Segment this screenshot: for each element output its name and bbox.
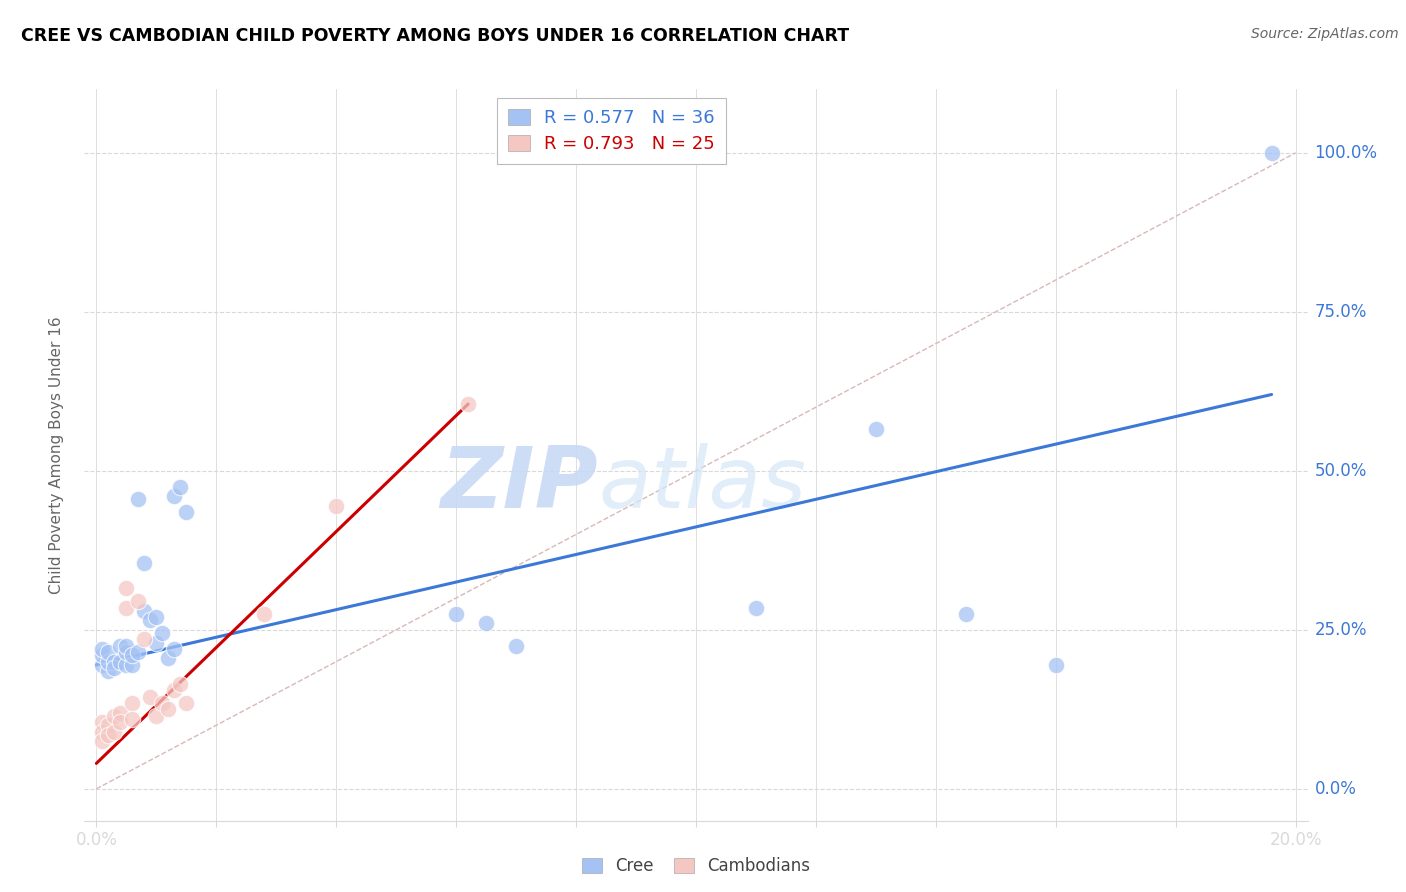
Point bbox=[97, 664, 120, 678]
Point bbox=[1045, 657, 1067, 672]
Point bbox=[103, 724, 125, 739]
Point bbox=[115, 657, 138, 672]
Text: 0.0%: 0.0% bbox=[1315, 780, 1357, 797]
Point bbox=[745, 600, 768, 615]
Point bbox=[444, 607, 467, 621]
Point bbox=[121, 712, 143, 726]
Point bbox=[163, 683, 186, 698]
Point bbox=[169, 677, 191, 691]
Point bbox=[145, 610, 167, 624]
Point bbox=[97, 655, 120, 669]
Text: 100.0%: 100.0% bbox=[1315, 144, 1378, 161]
Point bbox=[110, 655, 132, 669]
Point bbox=[174, 505, 197, 519]
Point bbox=[157, 702, 180, 716]
Point bbox=[110, 714, 132, 729]
Text: 75.0%: 75.0% bbox=[1315, 302, 1367, 321]
Point bbox=[97, 645, 120, 659]
Point bbox=[475, 616, 498, 631]
Point bbox=[91, 657, 114, 672]
Point bbox=[139, 613, 162, 627]
Point bbox=[163, 641, 186, 656]
Text: 25.0%: 25.0% bbox=[1315, 621, 1367, 639]
Point bbox=[325, 499, 347, 513]
Point bbox=[139, 690, 162, 704]
Point bbox=[127, 645, 149, 659]
Point bbox=[865, 422, 887, 436]
Point bbox=[150, 696, 173, 710]
Point bbox=[163, 489, 186, 503]
Point bbox=[103, 708, 125, 723]
Point bbox=[145, 708, 167, 723]
Point bbox=[955, 607, 977, 621]
Point bbox=[150, 626, 173, 640]
Text: CREE VS CAMBODIAN CHILD POVERTY AMONG BOYS UNDER 16 CORRELATION CHART: CREE VS CAMBODIAN CHILD POVERTY AMONG BO… bbox=[21, 27, 849, 45]
Point bbox=[121, 648, 143, 663]
Text: 50.0%: 50.0% bbox=[1315, 462, 1367, 480]
Point bbox=[115, 645, 138, 659]
Point bbox=[115, 600, 138, 615]
Text: ZIP: ZIP bbox=[440, 442, 598, 525]
Legend: Cree, Cambodians: Cree, Cambodians bbox=[572, 847, 820, 886]
Point bbox=[115, 582, 138, 596]
Point bbox=[1260, 145, 1282, 160]
Text: atlas: atlas bbox=[598, 442, 806, 525]
Point bbox=[110, 639, 132, 653]
Point bbox=[91, 648, 114, 663]
Point bbox=[91, 734, 114, 748]
Point bbox=[121, 657, 143, 672]
Point bbox=[103, 655, 125, 669]
Point bbox=[103, 661, 125, 675]
Text: Source: ZipAtlas.com: Source: ZipAtlas.com bbox=[1251, 27, 1399, 41]
Point bbox=[127, 594, 149, 608]
Point bbox=[134, 632, 156, 647]
Point bbox=[505, 639, 527, 653]
Point bbox=[97, 728, 120, 742]
Point bbox=[253, 607, 276, 621]
Point bbox=[115, 639, 138, 653]
Point bbox=[169, 480, 191, 494]
Point bbox=[91, 724, 114, 739]
Point bbox=[134, 604, 156, 618]
Point bbox=[97, 718, 120, 732]
Point bbox=[91, 714, 114, 729]
Point bbox=[91, 641, 114, 656]
Point bbox=[157, 651, 180, 665]
Point bbox=[134, 556, 156, 570]
Point bbox=[110, 706, 132, 720]
Point bbox=[121, 696, 143, 710]
Point bbox=[174, 696, 197, 710]
Point bbox=[145, 635, 167, 649]
Point bbox=[127, 492, 149, 507]
Point bbox=[457, 397, 479, 411]
Y-axis label: Child Poverty Among Boys Under 16: Child Poverty Among Boys Under 16 bbox=[49, 316, 63, 594]
